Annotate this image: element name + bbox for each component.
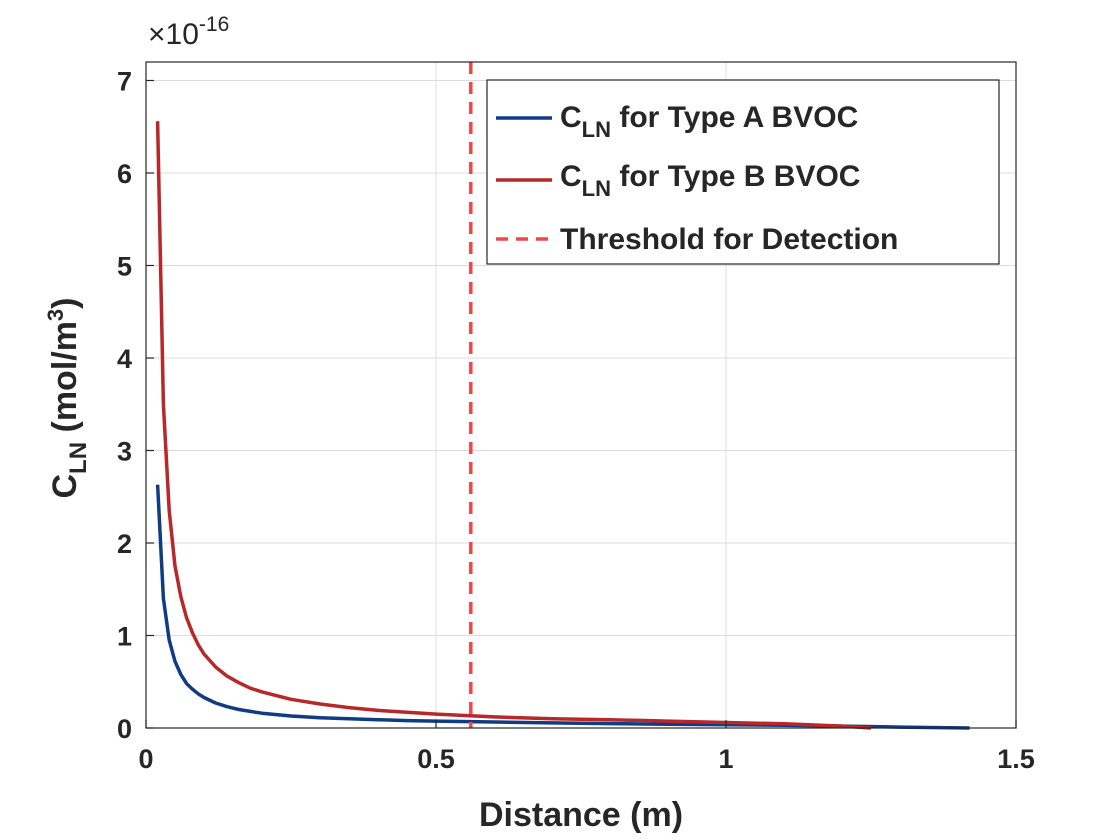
y-tick-label: 1 — [117, 622, 132, 652]
x-tick-label: 0.5 — [417, 744, 455, 774]
y-axis-ticks: 0 1 2 3 4 5 6 7 — [117, 67, 154, 744]
legend-label-type-b: CLN for Type B BVOC — [560, 160, 860, 201]
x-tick-label: 0 — [138, 744, 153, 774]
legend-label-threshold: Threshold for Detection — [560, 223, 898, 256]
legend-label-type-a: CLN for Type A BVOC — [560, 101, 858, 142]
x-axis-label: Distance (m) — [479, 796, 683, 834]
y-axis-label: CLN (mol/m3) — [43, 297, 92, 498]
x-tick-label: 1.5 — [997, 744, 1035, 774]
x-axis-ticks: 0 0.5 1 1.5 — [138, 720, 1035, 774]
series-line-type-a — [155, 484, 970, 730]
y-tick-label: 4 — [117, 344, 132, 374]
legend-box — [486, 79, 1000, 265]
x-tick-label: 1 — [718, 744, 733, 774]
series-layer — [155, 121, 970, 730]
y-tick-label: 7 — [117, 67, 132, 97]
y-tick-label: 5 — [117, 252, 132, 282]
y-tick-label: 6 — [117, 159, 132, 189]
legend: CLN for Type A BVOC CLN for Type B BVOC … — [486, 79, 1000, 265]
plot-frame — [145, 61, 1017, 729]
y-tick-label: 3 — [117, 437, 132, 467]
series-line-type-b — [155, 121, 872, 730]
y-tick-label: 2 — [117, 529, 132, 559]
y-exponent-label: ×10-16 — [148, 13, 229, 51]
y-tick-label: 0 — [117, 714, 132, 744]
